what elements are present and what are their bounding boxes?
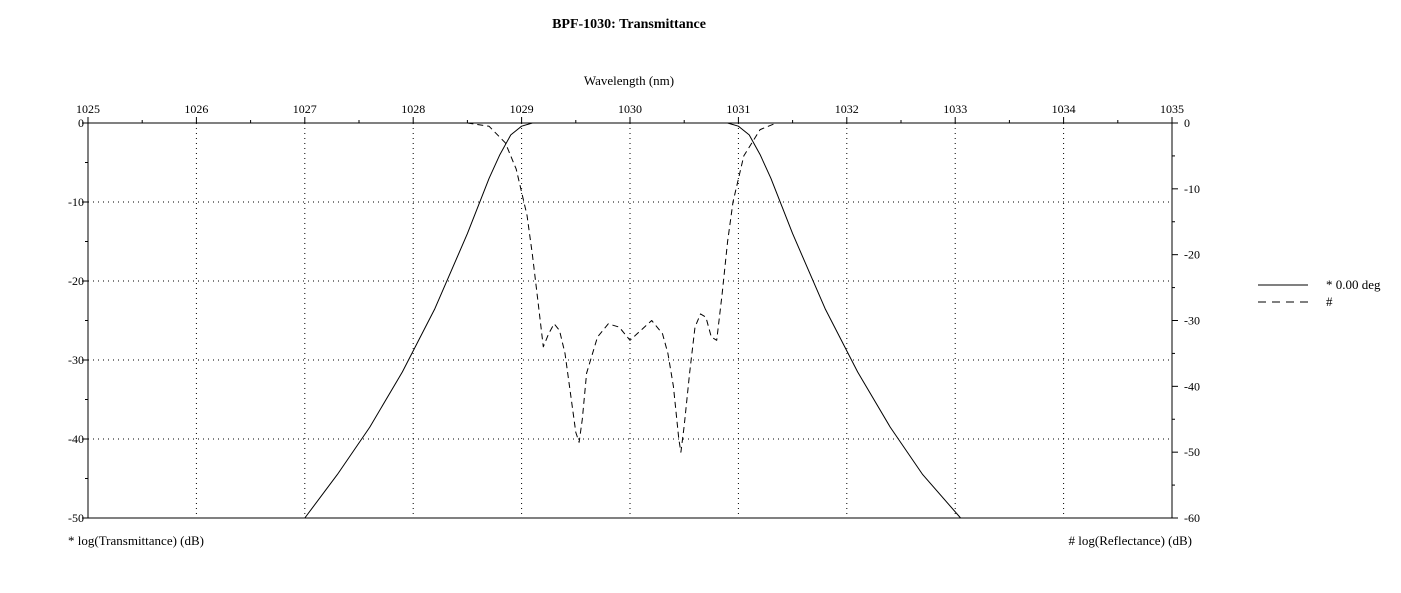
right-y-tick-label: 0: [1184, 116, 1190, 130]
left-y-tick-label: -20: [68, 274, 84, 288]
legend-label: #: [1326, 294, 1333, 309]
x-tick-label: 1027: [293, 102, 317, 116]
left-y-tick-label: -10: [68, 195, 84, 209]
right-y-axis-ticks: 0 -10 -20 -30 -40 -50 -60: [1172, 116, 1200, 525]
left-y-tick-label: 0: [78, 116, 84, 130]
right-y-tick-label: -60: [1184, 511, 1200, 525]
series-reflectance-line: [467, 122, 793, 453]
left-y-tick-label: -30: [68, 353, 84, 367]
right-y-tick-label: -40: [1184, 379, 1200, 393]
x-tick-label: 1032: [835, 102, 859, 116]
x-tick-label: 1033: [943, 102, 967, 116]
x-tick-label: 1034: [1052, 102, 1076, 116]
series-lines: [304, 122, 961, 519]
left-y-axis-label: * log(Transmittance) (dB): [68, 533, 204, 548]
x-tick-label: 1025: [76, 102, 100, 116]
x-tick-label: 1035: [1160, 102, 1184, 116]
legend: * 0.00 deg #: [1258, 277, 1381, 309]
x-axis-label: Wavelength (nm): [584, 73, 674, 88]
right-y-tick-label: -30: [1184, 314, 1200, 328]
chart-title: BPF-1030: Transmittance: [552, 17, 706, 32]
series-transmittance-line: [304, 122, 961, 519]
right-y-tick-label: -10: [1184, 182, 1200, 196]
right-y-axis-label: # log(Reflectance) (dB): [1069, 533, 1192, 548]
grid-lines: [88, 123, 1172, 518]
legend-label: * 0.00 deg: [1326, 277, 1381, 292]
left-y-tick-label: -40: [68, 432, 84, 446]
x-tick-label: 1026: [184, 102, 208, 116]
left-y-tick-label: -50: [68, 511, 84, 525]
x-tick-label: 1030: [618, 102, 642, 116]
plot-frame: [87, 122, 1173, 519]
x-tick-label: 1031: [726, 102, 750, 116]
x-tick-label: 1028: [401, 102, 425, 116]
left-y-axis-ticks: 0 -10 -20 -30 -40 -50: [68, 116, 88, 525]
right-y-tick-label: -50: [1184, 445, 1200, 459]
x-axis-ticks: 1025 1026 1027 1028 1029 1030 1031 1032 1033 1034…: [76, 102, 1184, 123]
right-y-tick-label: -20: [1184, 248, 1200, 262]
x-tick-label: 1029: [510, 102, 534, 116]
